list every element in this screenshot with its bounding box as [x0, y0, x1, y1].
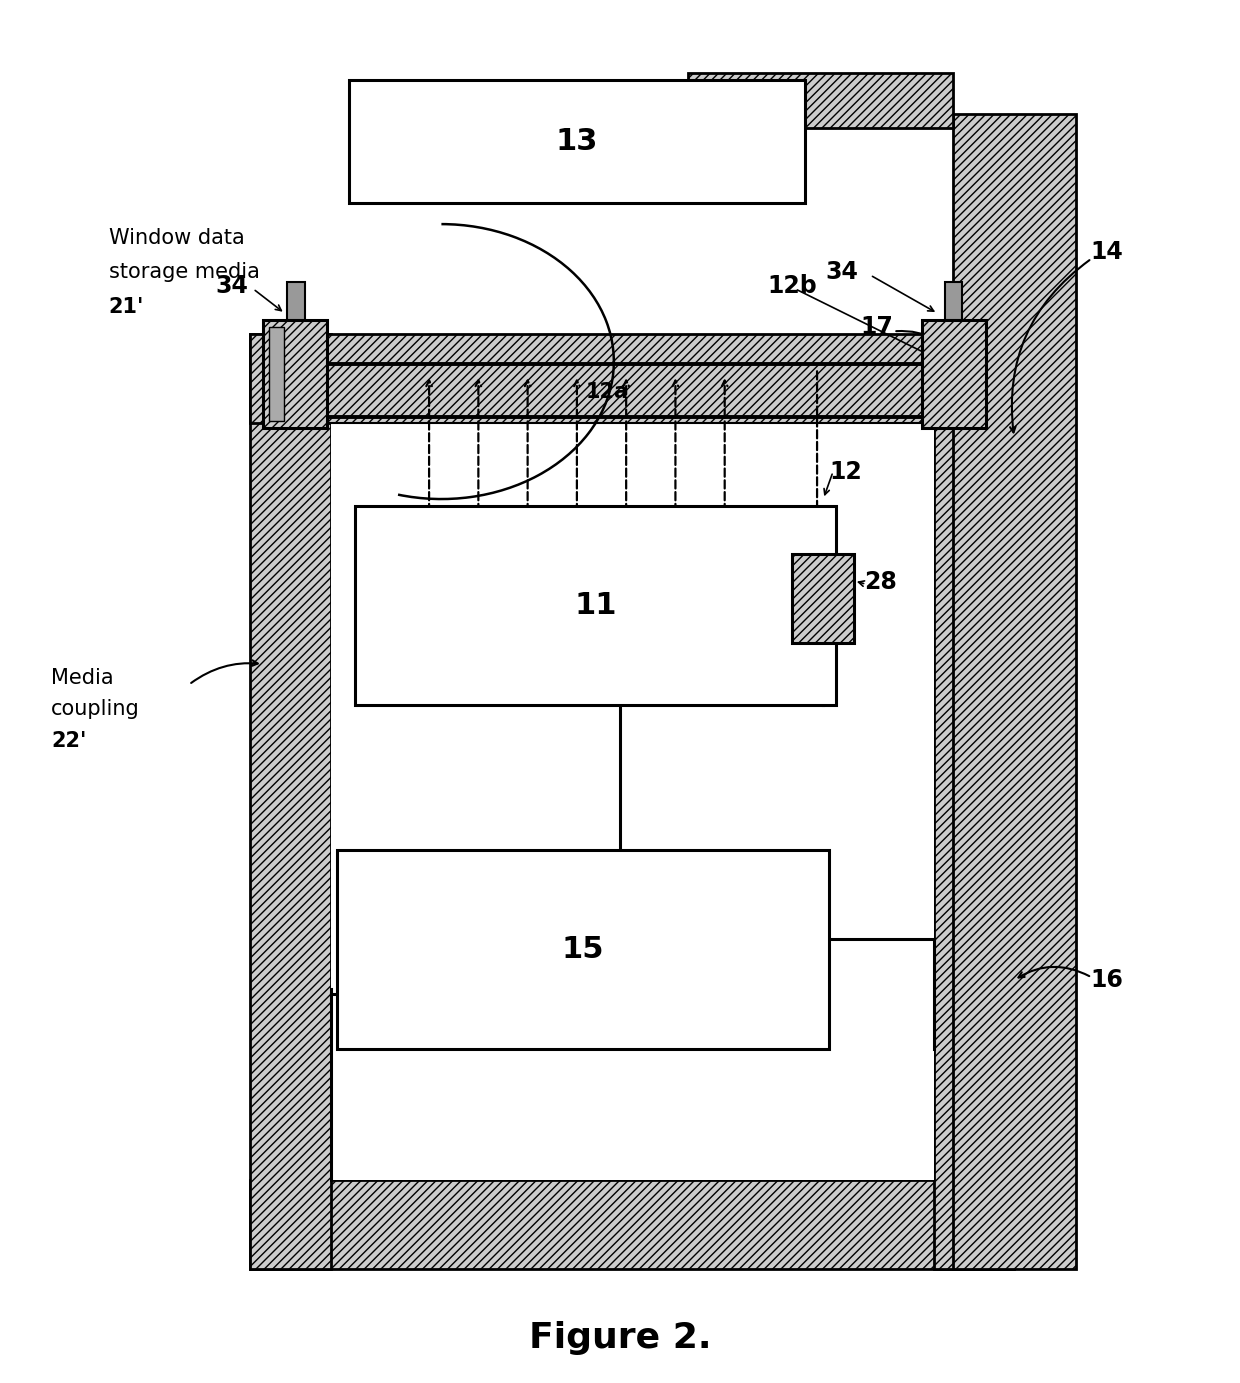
Bar: [934, 335, 952, 423]
Text: Figure 2.: Figure 2.: [528, 1321, 712, 1354]
Text: 34: 34: [826, 260, 858, 285]
Text: 13: 13: [556, 127, 598, 156]
Text: 12: 12: [830, 459, 862, 484]
Bar: [921, 321, 986, 427]
Text: 14: 14: [1090, 239, 1123, 264]
Bar: [348, 80, 805, 203]
Text: 11: 11: [574, 591, 616, 620]
Bar: [331, 423, 934, 1180]
Bar: [269, 328, 284, 420]
Text: 12b: 12b: [768, 274, 817, 297]
Bar: [945, 282, 962, 321]
Text: coupling: coupling: [51, 700, 140, 719]
Text: Window data: Window data: [109, 228, 244, 248]
Text: 17: 17: [861, 315, 893, 339]
Text: storage media: storage media: [109, 263, 259, 282]
Bar: [263, 321, 327, 427]
Bar: [688, 73, 952, 127]
Text: 21': 21': [109, 296, 144, 317]
Text: 16: 16: [1090, 968, 1123, 992]
Text: 22': 22': [51, 732, 87, 751]
Bar: [250, 335, 331, 1268]
Text: 28: 28: [864, 570, 897, 593]
Bar: [288, 282, 305, 321]
Bar: [952, 115, 1076, 1268]
Text: 12a: 12a: [587, 382, 629, 402]
Text: 15: 15: [562, 935, 604, 964]
Text: 34: 34: [216, 274, 248, 297]
Bar: [250, 335, 1014, 423]
Text: Media: Media: [51, 668, 114, 687]
Bar: [355, 506, 836, 705]
Bar: [250, 1180, 1014, 1268]
Bar: [934, 335, 1014, 1268]
Bar: [337, 849, 830, 1048]
Bar: [792, 555, 854, 643]
